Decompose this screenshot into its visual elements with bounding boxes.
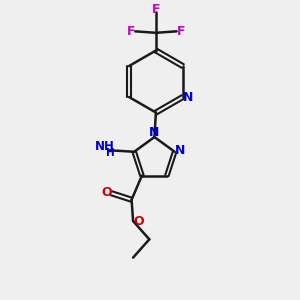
Text: O: O	[134, 214, 144, 227]
Text: H: H	[106, 148, 115, 158]
Text: NH: NH	[95, 140, 115, 153]
Text: F: F	[177, 25, 185, 38]
Text: O: O	[101, 186, 112, 199]
Text: N: N	[183, 91, 193, 103]
Text: N: N	[176, 144, 186, 157]
Text: F: F	[127, 25, 135, 38]
Text: N: N	[149, 125, 159, 139]
Text: F: F	[152, 3, 160, 16]
